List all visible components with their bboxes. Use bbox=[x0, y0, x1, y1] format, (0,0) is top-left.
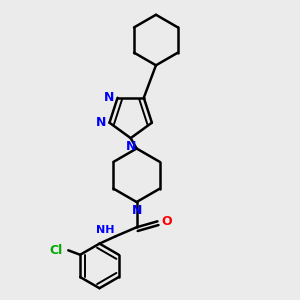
Text: NH: NH bbox=[96, 225, 114, 235]
Text: N: N bbox=[104, 91, 115, 104]
Text: Cl: Cl bbox=[49, 244, 62, 257]
Text: N: N bbox=[125, 140, 136, 153]
Text: N: N bbox=[96, 116, 106, 129]
Text: O: O bbox=[161, 215, 172, 228]
Text: N: N bbox=[131, 203, 142, 217]
